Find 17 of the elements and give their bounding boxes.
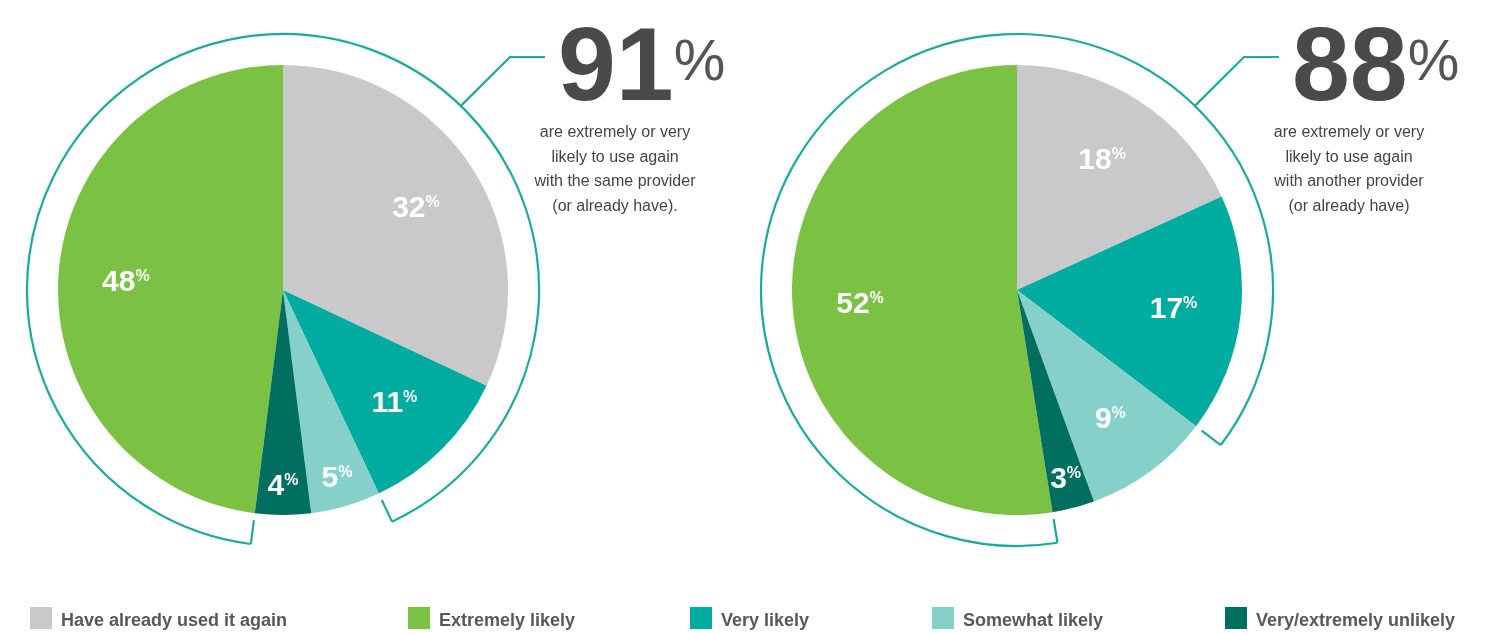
legend-label: Somewhat likely — [963, 610, 1104, 630]
text: are extremely or very likely to use again with another provider (or already have) — [1273, 123, 1425, 214]
legend-label: Have already used it again — [61, 610, 288, 630]
data-label: 11$^{%}$ — [371, 385, 418, 419]
data-label: 3$^{%}$ — [1050, 461, 1082, 495]
legend-label: Very/extremely unlikely — [1256, 610, 1456, 630]
text: 88$^{%}$ — [1292, 6, 1460, 122]
data-label: 5$^{%}$ — [321, 459, 353, 493]
text: are extremely or very likely to use again with the same provider (or already have). — [533, 123, 697, 214]
data-label: 9$^{%}$ — [1094, 400, 1126, 434]
data-label: 17$^{%}$ — [1149, 291, 1198, 325]
data-label: 4$^{%}$ — [267, 467, 299, 501]
text: 91$^{%}$ — [558, 6, 726, 122]
data-label: 48$^{%}$ — [102, 264, 150, 298]
data-label: 52$^{%}$ — [836, 286, 884, 320]
legend-label: Very likely — [721, 610, 810, 630]
legend-label: Extremely likely — [439, 610, 576, 630]
